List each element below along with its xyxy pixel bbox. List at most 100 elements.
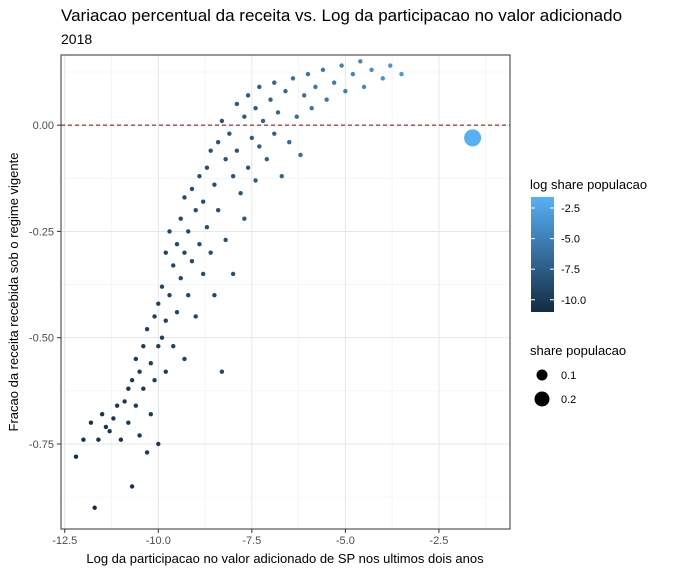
data-point <box>313 84 318 90</box>
data-point <box>73 454 79 459</box>
data-point <box>272 131 277 136</box>
data-point <box>204 224 210 230</box>
data-point <box>144 450 150 455</box>
x-tick-label: -5.0 <box>336 535 355 547</box>
data-point <box>152 378 157 383</box>
data-point <box>156 441 161 447</box>
data-point <box>144 326 150 332</box>
data-point <box>186 292 191 298</box>
data-point <box>129 378 135 383</box>
data-point <box>264 156 269 162</box>
y-tick-label: -0.75 <box>29 439 54 451</box>
size-legend-title: share populacao <box>530 343 626 358</box>
data-point <box>174 309 180 315</box>
data-point <box>223 237 228 243</box>
data-point <box>118 437 124 442</box>
color-legend-label: -10.0 <box>561 295 586 307</box>
data-point <box>200 199 206 204</box>
y-axis-ticks: 0.00 -0.25 -0.50 -0.75 <box>29 120 61 451</box>
data-point <box>197 173 202 179</box>
color-legend-label: -2.5 <box>561 203 580 215</box>
data-point <box>114 403 120 408</box>
data-point <box>320 67 326 73</box>
data-point <box>129 484 135 489</box>
color-legend-title: log share populacao <box>530 177 647 192</box>
size-legend-label: 0.1 <box>561 370 576 382</box>
data-point <box>193 314 198 319</box>
y-tick-label: 0.00 <box>33 120 54 132</box>
data-point <box>227 131 232 136</box>
data-point <box>388 63 393 68</box>
data-point <box>178 216 183 221</box>
data-point <box>234 148 240 153</box>
data-point <box>219 369 225 374</box>
data-point <box>242 216 247 221</box>
data-point <box>245 165 251 170</box>
data-point <box>208 148 213 153</box>
data-point <box>156 301 161 306</box>
data-point <box>249 135 255 141</box>
data-point <box>182 356 187 362</box>
data-point <box>156 344 161 349</box>
data-point <box>167 229 172 234</box>
x-axis-title: Log da participacao no valor adicionado … <box>86 551 484 566</box>
data-point <box>148 361 153 366</box>
data-point <box>208 250 213 255</box>
data-point <box>464 129 482 147</box>
color-legend-label: -5.0 <box>561 234 580 246</box>
data-point <box>272 80 277 85</box>
data-point <box>215 207 221 213</box>
data-point <box>230 271 236 277</box>
data-point <box>212 182 217 187</box>
data-point <box>287 139 292 145</box>
data-point <box>197 241 202 247</box>
data-point <box>163 369 168 374</box>
data-point <box>257 144 262 149</box>
data-point <box>253 178 258 183</box>
data-point <box>298 152 303 158</box>
data-point <box>309 105 314 111</box>
size-legend-symbol <box>534 391 550 407</box>
data-point <box>178 275 183 281</box>
data-point <box>193 207 198 213</box>
plot-panel-border <box>60 54 511 530</box>
data-point <box>242 114 247 119</box>
x-axis-ticks: -12.5 -10.0 -7.5 -5.0 -2.5 <box>52 529 448 547</box>
chart-title: Variacao percentual da receita vs. Log d… <box>61 6 623 25</box>
data-point <box>302 93 307 98</box>
data-point <box>204 165 210 170</box>
data-point <box>245 93 251 98</box>
y-axis-title: Fracao da receita recebida sob o regime … <box>6 153 21 432</box>
data-point <box>268 97 273 102</box>
data-point <box>331 80 337 85</box>
x-tick-label: -10.0 <box>146 535 171 547</box>
size-legend-symbol <box>536 369 548 381</box>
data-point <box>324 97 329 102</box>
data-point <box>253 105 258 111</box>
data-point <box>88 420 94 425</box>
data-point <box>260 118 266 124</box>
x-tick-label: -7.5 <box>242 535 261 547</box>
data-point <box>111 416 116 421</box>
data-point <box>257 84 262 90</box>
x-tick-label: -12.5 <box>52 535 77 547</box>
data-point <box>96 437 101 442</box>
data-point <box>137 433 142 438</box>
y-tick-label: -0.50 <box>29 333 54 345</box>
data-point <box>369 67 374 73</box>
data-point <box>189 186 195 192</box>
data-point <box>107 429 112 434</box>
data-point <box>159 335 165 340</box>
data-point <box>290 76 296 81</box>
color-legend: log share populacao -2.5 -5.0 -7.5 -10.0 <box>530 177 647 312</box>
data-point <box>350 71 356 77</box>
data-point <box>126 420 131 425</box>
data-point <box>275 110 281 115</box>
data-point <box>215 139 221 145</box>
data-point <box>361 84 367 90</box>
data-point <box>230 173 236 179</box>
data-point <box>305 71 311 77</box>
x-tick-label: -2.5 <box>429 535 448 547</box>
data-point <box>212 292 217 298</box>
data-point <box>380 76 385 81</box>
